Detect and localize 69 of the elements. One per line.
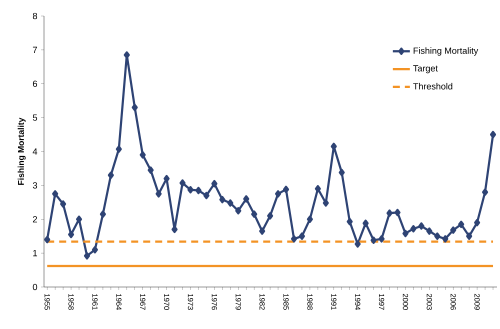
legend-label: Target (413, 65, 438, 74)
y-tick-label: 3 (32, 182, 38, 189)
point (275, 190, 282, 198)
y-tick-label: 4 (32, 148, 38, 155)
point (132, 104, 138, 112)
point (100, 210, 106, 218)
point (362, 220, 369, 228)
point (290, 235, 298, 243)
y-tick-label: 7 (32, 46, 38, 53)
point (179, 179, 186, 187)
point (267, 212, 274, 220)
point (314, 185, 321, 192)
point (466, 232, 472, 240)
point (227, 199, 234, 207)
point (298, 232, 305, 240)
point (76, 216, 82, 223)
point (68, 230, 74, 238)
point (60, 200, 66, 208)
point (172, 226, 178, 234)
point (346, 218, 353, 226)
point (282, 186, 290, 194)
y-tick-label: 1 (33, 250, 38, 256)
point (44, 236, 50, 244)
point (148, 166, 154, 174)
y-axis-title: Fishing Mortality (18, 118, 26, 185)
y-tick-label: 6 (32, 80, 38, 87)
point (124, 51, 130, 59)
y-tick-label: 2 (32, 216, 38, 222)
legend-label: Threshold (413, 82, 452, 90)
point (92, 246, 98, 254)
point (410, 225, 416, 232)
point (426, 227, 432, 235)
point (338, 168, 345, 176)
point (235, 207, 242, 214)
point (211, 180, 218, 188)
point (84, 252, 90, 260)
point (354, 240, 361, 248)
point (442, 235, 448, 243)
y-tick-label: 8 (32, 12, 38, 20)
legend-label: Fishing Mortality (414, 47, 478, 56)
point (219, 196, 226, 204)
point (418, 222, 424, 230)
point (187, 186, 194, 194)
point (322, 199, 329, 207)
point (434, 232, 440, 240)
point (243, 195, 250, 203)
point (370, 236, 377, 244)
point (378, 235, 385, 243)
y-tick-label: 5 (32, 114, 38, 121)
point (140, 151, 146, 159)
point (156, 190, 162, 198)
point (108, 172, 114, 179)
point (116, 145, 122, 153)
point (164, 174, 170, 182)
point (203, 192, 210, 200)
point (474, 218, 480, 226)
y-tick-label: 0 (32, 284, 38, 290)
point (458, 220, 464, 228)
point (52, 190, 58, 198)
point (195, 186, 202, 194)
point (306, 216, 313, 223)
point (259, 227, 266, 235)
point (394, 208, 401, 216)
point (490, 130, 496, 138)
point (450, 226, 456, 234)
point (482, 188, 488, 196)
point (402, 230, 408, 238)
point (251, 210, 258, 218)
point (386, 209, 393, 217)
